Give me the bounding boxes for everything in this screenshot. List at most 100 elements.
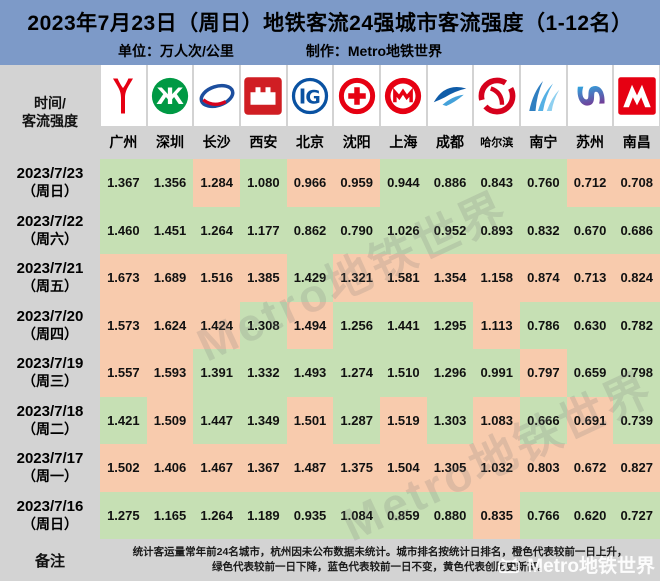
value-cell: 1.305 [426,444,474,492]
date-cell: 2023/7/19 （周三） [0,349,100,397]
value-cell: 1.429 [286,254,334,302]
value-cell: 1.367 [100,159,147,207]
title-bar: 2023年7月23日（周日）地铁客流24强城市客流强度（1-12名） 单位：万人… [0,0,660,65]
note-label: 备注 [34,552,65,570]
weekday-text: （周二） [22,420,78,437]
table-row: 2023/7/21 （周五） 1.673 1.689 1.516 1.385 1.429 1.… [0,254,660,302]
city-name: 北京 [296,133,325,150]
value-cell: 1.504 [380,444,427,492]
nanchang-metro-logo [614,65,660,126]
table-row: 2023/7/23 （周日） 1.367 1.356 1.284 1.080 0.966 0.… [0,159,660,207]
suzhou-metro-logo: S [567,65,613,126]
value-cell: 1.406 [146,444,194,492]
date-cell: 2023/7/17 （周一） [0,444,100,492]
value-cell: 1.026 [380,206,427,254]
city-column: 上海 [380,65,427,159]
changsha-metro-logo [194,65,240,126]
table-header-row: 时间/ 客流强度 广州 Ж 深圳 长沙 西安 G 北京 沈阳 上海 成都 哈尔滨 南宁 S 苏州 南昌 [0,65,660,159]
value-cell: 1.593 [146,349,194,397]
value-cell: 0.827 [613,444,660,492]
date-text: 2023/7/16 [16,497,84,515]
value-cell: 0.966 [286,159,334,207]
city-column: S 苏州 [567,65,614,159]
value-cell: 0.672 [566,444,614,492]
city-name: 南宁 [529,133,558,150]
value-cell: 1.264 [193,491,241,539]
value-cell: 1.367 [240,444,287,492]
value-cell: 1.308 [240,301,287,349]
value-cell: 1.189 [240,491,287,539]
value-cell: 1.256 [333,301,381,349]
subtitle-row: 单位：万人次/公里 制作：Metro地铁世界 [0,41,660,61]
value-cell: 1.451 [146,206,194,254]
value-cell: 1.113 [473,301,521,349]
city-name: 苏州 [576,133,605,150]
date-cell: 2023/7/16 （周日） [0,491,100,539]
value-cell: 0.727 [613,491,660,539]
value-cell: 0.880 [426,491,474,539]
value-cell: 1.083 [473,396,521,444]
date-cell: 2023/7/20 （周四） [0,301,100,349]
date-cell: 2023/7/21 （周五） [0,254,100,302]
value-cell: 0.824 [613,254,660,302]
chengdu-metro-logo [427,65,473,126]
value-cell: 1.519 [380,396,427,444]
value-cell: 0.798 [613,349,660,397]
value-cell: 1.460 [100,206,147,254]
value-cell: 0.739 [613,396,660,444]
value-cell: 0.803 [520,444,567,492]
corner-header-cell: 时间/ 客流强度 [0,65,100,159]
value-cell: 0.712 [566,159,614,207]
value-cell: 1.177 [240,206,287,254]
value-cell: 1.487 [286,444,334,492]
value-cell: 0.782 [613,301,660,349]
value-cell: 0.991 [473,349,521,397]
value-cell: 1.509 [146,396,194,444]
value-cell: 0.797 [520,349,567,397]
city-column: 哈尔滨 [473,65,520,159]
value-cell: 0.666 [520,396,567,444]
table-row: 2023/7/22 （周六） 1.460 1.451 1.264 1.177 0.862 0.… [0,206,660,254]
value-cell: 1.447 [193,396,241,444]
svg-text:S: S [570,80,610,112]
value-cell: 0.691 [566,396,614,444]
value-cell: 0.874 [520,254,567,302]
note-text: 统计客运量常年前24名城市，杭州因未公布数据未统计。城市排名按统计日排名，橙色代… [100,539,660,581]
value-cell: 0.659 [566,349,614,397]
city-column: 南昌 [613,65,660,159]
value-cell: 1.493 [286,349,334,397]
value-cell: 1.689 [146,254,194,302]
value-cell: 0.835 [473,491,521,539]
value-cell: 0.790 [333,206,381,254]
weekday-text: （周四） [22,325,78,342]
value-cell: 1.502 [100,444,147,492]
value-cell: 1.441 [380,301,427,349]
value-cell: 0.686 [613,206,660,254]
date-cell: 2023/7/18 （周二） [0,396,100,444]
table-row: 2023/7/19 （周三） 1.557 1.593 1.391 1.332 1.493 1.… [0,349,660,397]
table-row: 2023/7/20 （周四） 1.573 1.624 1.424 1.308 1.494 1.… [0,301,660,349]
value-cell: 1.287 [333,396,381,444]
nanning-metro-logo [521,65,566,126]
value-cell: 1.510 [380,349,427,397]
date-text: 2023/7/23 [16,165,84,183]
value-cell: 1.356 [146,159,194,207]
value-cell: 1.332 [240,349,287,397]
value-cell: 0.944 [380,159,427,207]
value-cell: 1.158 [473,254,521,302]
table-row: 2023/7/16 （周日） 1.275 1.165 1.264 1.189 0.935 1.… [0,491,660,539]
note-line2: 绿色代表较前一日下降，蓝色代表较前一日不变，黄色代表创历史新高。 [212,561,548,573]
value-cell: 1.424 [193,301,241,349]
maker-label: 制作：Metro地铁世界 [305,43,443,59]
value-cell: 1.274 [333,349,381,397]
value-cell: 0.766 [520,491,567,539]
value-cell: 0.708 [613,159,660,207]
city-name: 西安 [249,133,278,150]
value-cell: 0.832 [520,206,567,254]
city-name: 长沙 [202,133,231,150]
weekday-text: （周五） [22,278,78,295]
value-cell: 0.786 [520,301,567,349]
note-line1: 统计客运量常年前24名城市，杭州因未公布数据未统计。城市排名按统计日排名，橙色代… [132,546,628,558]
date-cell: 2023/7/23 （周日） [0,159,100,207]
city-column: G 北京 [287,65,334,159]
